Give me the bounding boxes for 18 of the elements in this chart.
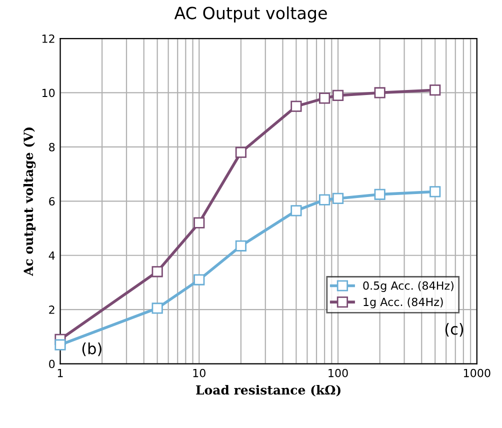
x-axis-title: Load resistance (kΩ) (196, 384, 340, 396)
x-tick-label: 100 (328, 368, 348, 378)
annotation: (b) (82, 342, 102, 356)
legend-label: 0.5g Acc. (84Hz) (363, 281, 454, 292)
y-tick-label: 8 (49, 142, 55, 152)
y-tick-label: 6 (49, 197, 55, 206)
y-tick-label: 12 (42, 34, 54, 43)
y-tick-label: 2 (49, 306, 54, 314)
legend-label: 1g Acc. (84Hz) (364, 298, 443, 308)
x-tick-label: 10 (193, 368, 206, 378)
y-tick-label: 4 (48, 251, 55, 260)
x-tick-label: 1000 (464, 368, 490, 378)
x-tick-label: 1 (58, 369, 63, 378)
y-tick-label: 0 (49, 360, 55, 368)
annotation: (c) (445, 323, 464, 337)
y-tick-label: 10 (42, 88, 55, 98)
y-axis-title: Ac output voltage (V) (23, 128, 36, 276)
chart-title: AC Output voltage (174, 6, 327, 23)
